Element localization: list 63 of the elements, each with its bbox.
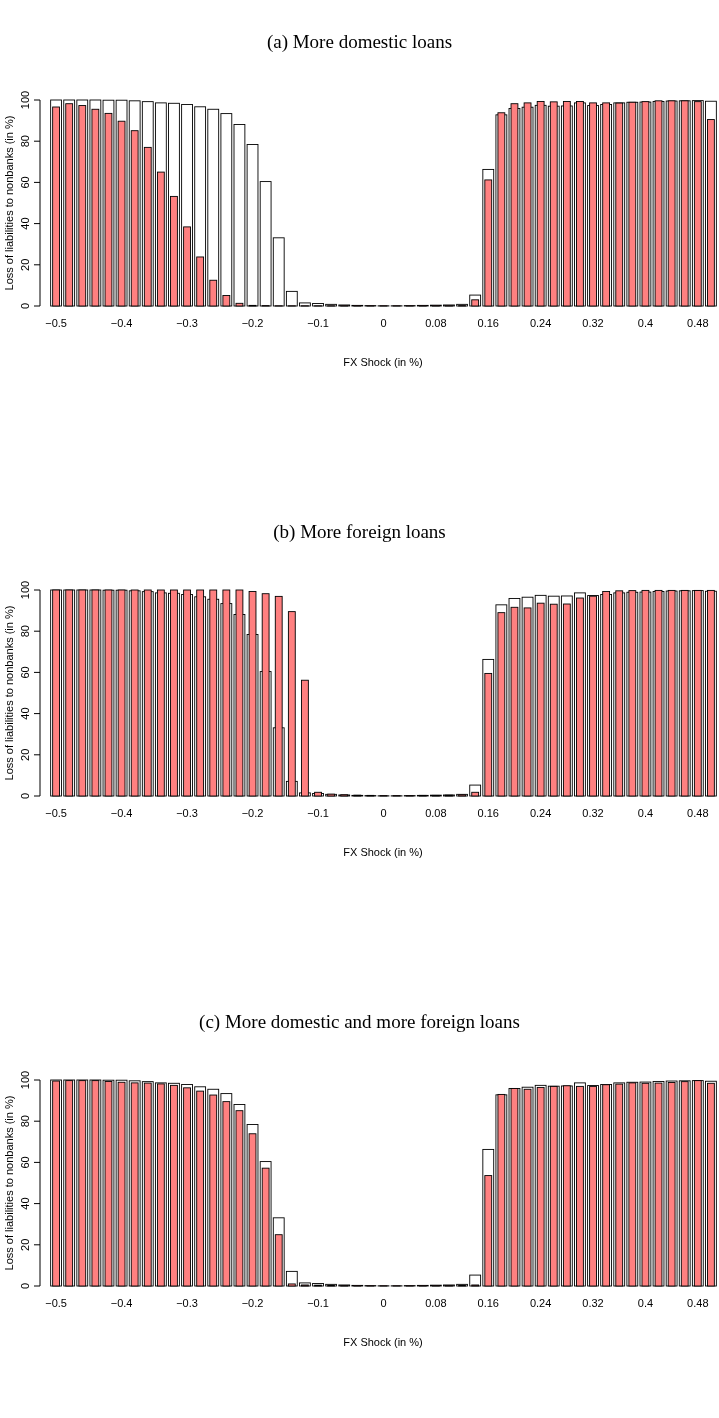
x-axis-title: FX Shock (in %) [343, 1336, 423, 1348]
x-tick-label: 0.32 [582, 317, 604, 329]
y-axis-title: Loss of liabilities to nonbanks (in %) [3, 115, 15, 291]
y-tick-label: 40 [19, 707, 31, 720]
x-tick-label: −0.3 [176, 317, 198, 329]
x-tick-label: 0.08 [425, 1297, 447, 1309]
x-tick-label: −0.5 [45, 807, 67, 819]
x-tick-label: 0.08 [425, 317, 447, 329]
x-tick-label: 0.08 [425, 807, 447, 819]
x-tick-label: −0.4 [110, 807, 133, 819]
x-tick-label: 0 [380, 317, 387, 329]
x-tick-label: −0.3 [176, 1297, 198, 1309]
y-tick-label: 20 [19, 748, 31, 761]
x-tick-label: 0.16 [477, 1297, 499, 1309]
y-tick-label: 100 [19, 580, 31, 600]
y-tick-label: 100 [19, 1070, 31, 1090]
y-tick-label: 20 [19, 258, 31, 271]
y-tick-label: 0 [19, 302, 31, 310]
x-tick-label: 0.24 [529, 317, 552, 329]
chart-title: (c) More domestic and more foreign loans [199, 1011, 520, 1033]
x-tick-label: −0.5 [45, 1297, 67, 1309]
y-tick-label: 100 [19, 90, 31, 110]
x-tick-label: 0.4 [637, 807, 654, 819]
x-axis-title: FX Shock (in %) [343, 846, 423, 858]
y-axis-title: Loss of liabilities to nonbanks (in %) [3, 605, 15, 781]
y-tick-label: 0 [19, 792, 31, 800]
x-tick-label: −0.2 [241, 807, 264, 819]
x-tick-label: 0 [380, 807, 387, 819]
x-tick-label: 0.16 [477, 807, 499, 819]
y-tick-label: 80 [19, 135, 31, 148]
x-tick-label: −0.2 [241, 1297, 264, 1309]
y-tick-label: 40 [19, 217, 31, 230]
x-tick-label: 0.24 [529, 807, 552, 819]
chart-title: (b) More foreign loans [273, 521, 446, 543]
x-tick-label: −0.4 [110, 317, 133, 329]
x-tick-label: −0.1 [307, 317, 329, 329]
chart-title: (a) More domestic loans [266, 31, 453, 53]
x-tick-label: 0.4 [637, 1297, 654, 1309]
x-tick-label: 0.32 [582, 1297, 604, 1309]
x-tick-label: 0.48 [687, 1297, 709, 1309]
x-tick-label: −0.1 [307, 1297, 329, 1309]
x-tick-label: 0.48 [687, 317, 709, 329]
y-tick-label: 60 [19, 666, 31, 679]
x-tick-label: 0.32 [582, 807, 604, 819]
y-tick-label: 0 [19, 1282, 31, 1290]
y-axis-title: Loss of liabilities to nonbanks (in %) [3, 1095, 15, 1271]
x-tick-label: 0.4 [637, 317, 654, 329]
x-tick-label: −0.1 [307, 807, 329, 819]
x-tick-label: 0.48 [687, 807, 709, 819]
x-axis-title: FX Shock (in %) [343, 356, 423, 368]
x-tick-label: −0.3 [176, 807, 198, 819]
y-tick-label: 20 [19, 1238, 31, 1251]
y-tick-label: 60 [19, 176, 31, 189]
x-tick-label: 0.16 [477, 317, 499, 329]
x-tick-label: −0.4 [110, 1297, 133, 1309]
x-tick-label: −0.5 [45, 317, 67, 329]
y-tick-label: 60 [19, 1156, 31, 1169]
y-tick-label: 40 [19, 1197, 31, 1210]
x-tick-label: −0.2 [241, 317, 264, 329]
y-tick-label: 80 [19, 1115, 31, 1128]
x-tick-label: 0 [380, 1297, 387, 1309]
x-tick-label: 0.24 [529, 1297, 552, 1309]
y-tick-label: 80 [19, 625, 31, 638]
